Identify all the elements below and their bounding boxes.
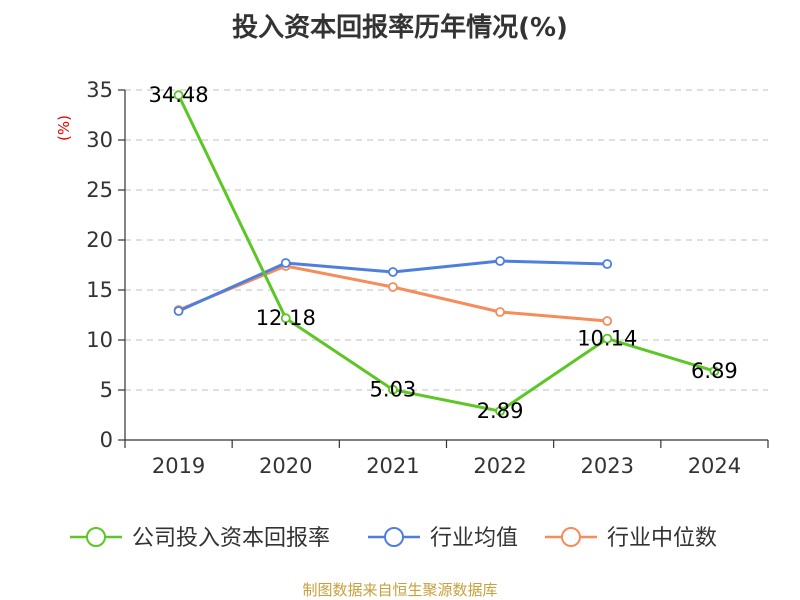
y-tick-label: 20: [86, 228, 113, 252]
y-axis-label: (%): [55, 115, 73, 141]
data-point: [388, 282, 398, 292]
series-2: [173, 256, 613, 316]
data-point: [495, 307, 505, 317]
x-tick-label: 2024: [688, 454, 741, 478]
y-tick-label: 10: [86, 328, 113, 352]
legend-marker: [86, 527, 106, 547]
data-point: [495, 406, 505, 417]
data-labels: 34.48 12.18 5.03 2.89 10.14 6.89: [149, 83, 738, 423]
y-tick-label: 35: [86, 78, 113, 102]
data-point: [709, 366, 720, 377]
legend: 公司投入资本回报率 行业均值 行业中位数: [70, 526, 717, 551]
legend-item-3: 行业中位数: [545, 526, 717, 551]
series-lines: [173, 90, 720, 417]
y-tick-label: 5: [100, 378, 113, 402]
data-label: 34.48: [149, 83, 209, 107]
series-line: [177, 94, 715, 413]
source-note: 制图数据来自恒生聚源数据库: [302, 581, 497, 599]
legend-item-1: 公司投入资本回报率: [70, 526, 330, 551]
data-point: [280, 313, 291, 324]
y-tick-labels: 0 5 10 15 20 25 30 35: [86, 78, 113, 452]
grid-lines: [125, 89, 768, 391]
series-1: [173, 90, 720, 417]
data-point: [602, 333, 613, 344]
data-point: [388, 267, 398, 277]
y-tick-label: 25: [86, 178, 113, 202]
x-tick-label: 2021: [366, 454, 419, 478]
x-tick-labels: 2019 2020 2021 2022 2023 2024: [152, 454, 741, 478]
data-label: 5.03: [370, 378, 417, 402]
data-point: [602, 316, 613, 326]
y-tick-label: 15: [86, 278, 113, 302]
x-tick-label: 2019: [152, 454, 205, 478]
x-tick-label: 2023: [581, 454, 634, 478]
x-tick-label: 2022: [473, 454, 526, 478]
data-point: [173, 306, 184, 316]
data-label: 6.89: [691, 359, 738, 383]
axes: [118, 89, 769, 448]
data-point: [173, 90, 184, 101]
data-label: 12.18: [256, 306, 316, 330]
chart-title: 投入资本回报率历年情况(%): [232, 12, 568, 43]
data-point: [602, 259, 613, 269]
data-point: [388, 384, 398, 395]
y-tick-label: 0: [100, 428, 113, 452]
legend-item-2: 行业均值: [368, 526, 518, 551]
data-label: 2.89: [477, 399, 524, 423]
legend-label: 公司投入资本回报率: [132, 526, 330, 551]
legend-marker: [561, 527, 581, 547]
data-label: 10.14: [577, 327, 637, 351]
legend-label: 行业均值: [430, 526, 518, 551]
data-point: [495, 256, 505, 266]
x-tick-label: 2020: [259, 454, 312, 478]
data-point: [280, 258, 291, 268]
legend-label: 行业中位数: [607, 526, 717, 551]
y-tick-label: 30: [86, 128, 113, 152]
legend-marker: [384, 527, 404, 547]
